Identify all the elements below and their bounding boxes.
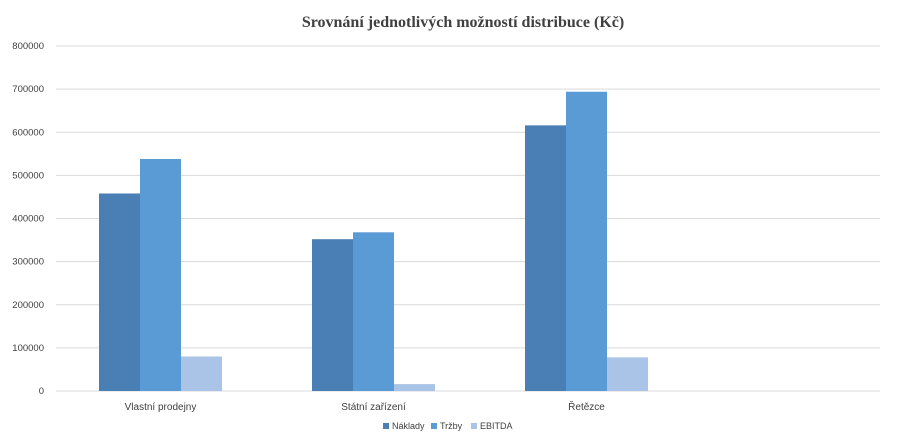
y-tick-label: 200000 [12, 300, 44, 311]
y-tick-label: 800000 [12, 41, 44, 52]
x-category-label: Státní zařízení [341, 402, 406, 413]
bar-ebitda [607, 357, 648, 391]
gridlines [56, 45, 880, 392]
bar-náklady [99, 193, 140, 391]
y-axis-ticks: 0 100000 200000 300000 400000 500000 600000 700… [12, 41, 44, 397]
bar-náklady [312, 239, 353, 391]
y-tick-label: 500000 [12, 170, 44, 181]
bar-tržby [353, 232, 394, 391]
legend-swatch [383, 423, 389, 429]
legend: Náklady Tržby EBITDA [383, 421, 513, 431]
legend-label: Náklady [392, 421, 425, 431]
y-tick-label: 700000 [12, 84, 44, 95]
bar-tržby [566, 91, 607, 392]
bar-náklady [525, 125, 566, 391]
bar-ebitda [181, 356, 222, 391]
legend-label: Tržby [440, 421, 463, 431]
legend-item: Náklady [383, 421, 425, 431]
y-tick-label: 100000 [12, 343, 44, 354]
x-category-label: Vlastní prodejny [125, 402, 197, 413]
bar-ebitda [394, 384, 435, 391]
bars [99, 91, 648, 392]
bar-tržby [140, 158, 181, 391]
legend-swatch [471, 423, 477, 429]
chart-title: Srovnání jednotlivých možností distribuc… [302, 14, 624, 31]
x-axis-categories: Vlastní prodejny Státní zařízení Řetězce [125, 400, 606, 413]
legend-swatch [431, 423, 437, 429]
legend-item: EBITDA [471, 421, 513, 431]
legend-item: Tržby [431, 421, 463, 431]
legend-label: EBITDA [480, 421, 513, 431]
y-tick-label: 0 [39, 386, 44, 397]
y-tick-label: 400000 [12, 214, 44, 225]
y-tick-label: 300000 [12, 257, 44, 268]
x-category-label: Řetězce [568, 400, 605, 413]
y-tick-label: 600000 [12, 127, 44, 138]
